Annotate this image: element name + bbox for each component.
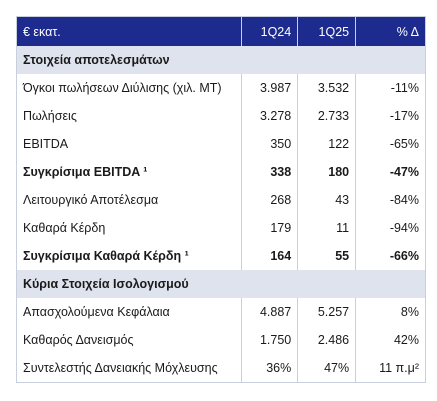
row-label: Πωλήσεις — [15, 102, 242, 130]
value-cell: 11 — [297, 214, 356, 242]
value-cell: 350 — [241, 130, 298, 158]
section-row: Κύρια Στοιχεία Ισολογισμού — [16, 270, 426, 298]
value-cell: 42% — [355, 326, 426, 354]
row-label: EBITDA — [15, 130, 242, 158]
value-cell: 180 — [297, 158, 356, 186]
value-cell: -65% — [355, 130, 426, 158]
value-cell: 36% — [241, 354, 298, 383]
header-cell: % Δ — [355, 16, 426, 46]
value-cell: 8% — [355, 298, 426, 326]
data-row: Πωλήσεις 3.278 2.733 -17% — [15, 102, 426, 130]
data-row: Καθαρός Δανεισμός 1.750 2.486 42% — [15, 326, 426, 354]
value-cell: 1.750 — [241, 326, 298, 354]
data-row: Συγκρίσιμα EBITDA ¹ 338 180 -47% — [15, 158, 426, 186]
data-row: Καθαρά Κέρδη 179 11 -94% — [15, 214, 426, 242]
section-title: Κύρια Στοιχεία Ισολογισμού — [16, 270, 426, 298]
value-cell: 4.887 — [241, 298, 298, 326]
header-cell: € εκατ. — [15, 16, 242, 46]
value-cell: -94% — [355, 214, 426, 242]
row-label: Συγκρίσιμα Καθαρά Κέρδη ¹ — [15, 242, 242, 270]
data-row: Όγκοι πωλήσεων Διύλισης (χιλ. ΜΤ) 3.987 3.… — [15, 74, 426, 102]
value-cell: 3.532 — [297, 74, 356, 102]
value-cell: -11% — [355, 74, 426, 102]
section-title: Στοιχεία αποτελεσμάτων — [16, 46, 426, 74]
row-label: Καθαρός Δανεισμός — [15, 326, 242, 354]
value-cell: 122 — [297, 130, 356, 158]
row-label: Όγκοι πωλήσεων Διύλισης (χιλ. ΜΤ) — [15, 74, 242, 102]
data-row: Απασχολούμενα Κεφάλαια 4.887 5.257 8% — [15, 298, 426, 326]
data-row: Συντελεστής Δανειακής Μόχλευσης 36% 47% 11 … — [15, 354, 426, 383]
row-label: Συγκρίσιμα EBITDA ¹ — [15, 158, 242, 186]
value-cell: 338 — [241, 158, 298, 186]
header-cell: 1Q25 — [297, 16, 356, 46]
value-cell: 47% — [297, 354, 356, 383]
header-cell: 1Q24 — [241, 16, 298, 46]
value-cell: 3.278 — [241, 102, 298, 130]
value-cell: 164 — [241, 242, 298, 270]
value-cell: -17% — [355, 102, 426, 130]
data-row: Συγκρίσιμα Καθαρά Κέρδη ¹ 164 55 -66% — [15, 242, 426, 270]
data-row: EBITDA 350 122 -65% — [15, 130, 426, 158]
value-cell: 11 π.μ² — [355, 354, 426, 383]
value-cell: 55 — [297, 242, 356, 270]
value-cell: -66% — [355, 242, 426, 270]
row-label: Καθαρά Κέρδη — [15, 214, 242, 242]
data-row: Λειτουργικό Αποτέλεσμα 268 43 -84% — [15, 186, 426, 214]
value-cell: 5.257 — [297, 298, 356, 326]
value-cell: 268 — [241, 186, 298, 214]
value-cell: 179 — [241, 214, 298, 242]
value-cell: 43 — [297, 186, 356, 214]
value-cell: -84% — [355, 186, 426, 214]
header-row: € εκατ. 1Q24 1Q25 % Δ — [15, 16, 426, 46]
row-label: Απασχολούμενα Κεφάλαια — [15, 298, 242, 326]
value-cell: -47% — [355, 158, 426, 186]
results-table: € εκατ. 1Q24 1Q25 % Δ Στοιχεία αποτελεσμ… — [15, 16, 426, 383]
value-cell: 2.486 — [297, 326, 356, 354]
value-cell: 3.987 — [241, 74, 298, 102]
value-cell: 2.733 — [297, 102, 356, 130]
row-label: Συντελεστής Δανειακής Μόχλευσης — [15, 354, 242, 383]
section-row: Στοιχεία αποτελεσμάτων — [16, 46, 426, 74]
row-label: Λειτουργικό Αποτέλεσμα — [15, 186, 242, 214]
